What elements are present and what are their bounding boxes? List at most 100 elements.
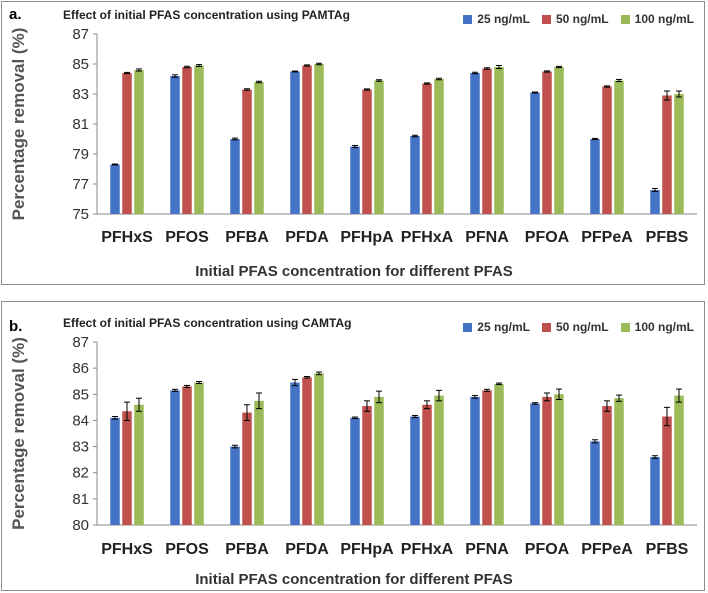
bar <box>170 390 180 525</box>
bar <box>662 95 672 214</box>
panel-label: b. <box>9 318 23 335</box>
chart-panel-b: b. Effect of initial PFAS concentration … <box>1 301 705 591</box>
bar <box>230 446 240 525</box>
bar <box>374 396 384 525</box>
bar <box>602 406 612 525</box>
legend-item: 100 ng/mL <box>620 12 694 26</box>
bar <box>410 416 420 525</box>
chart-title: Effect of initial PFAS concentration usi… <box>63 316 352 330</box>
legend-label: 50 ng/mL <box>555 12 609 26</box>
bar <box>242 412 252 525</box>
legend-item: 25 ng/mL <box>463 320 530 334</box>
bar <box>314 64 324 214</box>
bar <box>182 67 192 214</box>
bar <box>530 92 540 214</box>
bar <box>194 382 204 525</box>
y-tick-label: 85 <box>72 56 89 73</box>
bar <box>254 82 264 214</box>
bar <box>314 373 324 525</box>
bar <box>134 70 144 214</box>
bar <box>374 80 384 214</box>
bar <box>290 382 300 525</box>
y-tick-label: 75 <box>72 206 89 223</box>
bar <box>410 136 420 214</box>
legend-swatch <box>620 322 630 332</box>
x-tick-label: PFDA <box>285 541 329 558</box>
y-tick-label: 81 <box>72 491 89 508</box>
bar <box>110 164 120 214</box>
legend: 25 ng/mL 50 ng/mL 100 ng/mL <box>463 12 694 26</box>
x-tick-label: PFBS <box>646 541 689 558</box>
legend-label: 50 ng/mL <box>555 320 609 334</box>
x-tick-label: PFBS <box>646 229 689 246</box>
bar <box>194 65 204 214</box>
y-tick-label: 85 <box>72 386 89 403</box>
bar <box>482 68 492 214</box>
y-tick-label: 84 <box>72 412 89 429</box>
y-tick-label: 83 <box>72 86 89 103</box>
bar <box>602 86 612 214</box>
y-tick-label: 83 <box>72 439 89 456</box>
bar <box>494 383 504 525</box>
bar <box>590 139 600 214</box>
x-axis-label: Initial PFAS concentration for different… <box>195 263 513 280</box>
bar <box>470 396 480 525</box>
x-tick-label: PFHxA <box>401 229 454 246</box>
y-tick-label: 81 <box>72 116 89 133</box>
legend: 25 ng/mL 50 ng/mL 100 ng/mL <box>463 320 694 334</box>
y-tick-label: 79 <box>72 146 89 163</box>
bar-chart-b: 80 81 82 83 84 85 86 87 PFHxS PFOS PFBA PFDA PFHpA PF… <box>9 334 697 588</box>
bar <box>302 377 312 525</box>
x-tick-label: PFPeA <box>581 229 633 246</box>
bar <box>650 190 660 214</box>
bar <box>554 394 564 525</box>
x-tick-label: PFBA <box>225 541 269 558</box>
bar <box>350 417 360 525</box>
bar <box>434 395 444 525</box>
bar <box>614 80 624 214</box>
x-tick-label: PFOS <box>165 541 209 558</box>
bar <box>542 396 552 525</box>
bar <box>494 67 504 214</box>
x-tick-label: PFHxS <box>101 541 153 558</box>
bar <box>230 139 240 214</box>
bar <box>542 71 552 214</box>
bar <box>242 89 252 214</box>
legend-item: 25 ng/mL <box>463 12 530 26</box>
bar <box>614 398 624 525</box>
bar <box>254 400 264 525</box>
legend-label: 25 ng/mL <box>477 12 530 26</box>
x-tick-label: PFHxS <box>101 229 153 246</box>
y-axis-label: Percentage removal (%) <box>9 337 28 530</box>
bar <box>674 94 684 214</box>
panel-label: a. <box>9 6 22 23</box>
y-tick-label: 80 <box>72 517 89 534</box>
bar <box>554 67 564 214</box>
legend-label: 25 ng/mL <box>477 320 530 334</box>
bar <box>290 71 300 214</box>
x-axis-label: Initial PFAS concentration for different… <box>195 571 513 588</box>
x-tick-label: PFOA <box>525 541 570 558</box>
legend-swatch <box>620 14 630 24</box>
bar <box>482 390 492 525</box>
x-tick-label: PFNA <box>465 541 509 558</box>
x-tick-label: PFHpA <box>340 229 394 246</box>
legend-swatch <box>463 322 473 332</box>
legend-label: 100 ng/mL <box>634 320 694 334</box>
chart-title: Effect of initial PFAS concentration usi… <box>63 8 350 22</box>
x-tick-label: PFOS <box>165 229 209 246</box>
bar <box>530 403 540 525</box>
bar <box>662 416 672 525</box>
x-tick-label: PFBA <box>225 229 269 246</box>
legend-item: 50 ng/mL <box>541 320 609 334</box>
legend-item: 100 ng/mL <box>620 320 694 334</box>
bar <box>110 417 120 525</box>
y-tick-label: 82 <box>72 465 89 482</box>
y-tick-label: 87 <box>72 334 89 351</box>
legend-item: 50 ng/mL <box>541 12 609 26</box>
bar <box>422 83 432 214</box>
y-axis-label: Percentage removal (%) <box>9 28 28 221</box>
bar <box>302 65 312 214</box>
bar <box>182 386 192 525</box>
x-tick-label: PFNA <box>465 229 509 246</box>
